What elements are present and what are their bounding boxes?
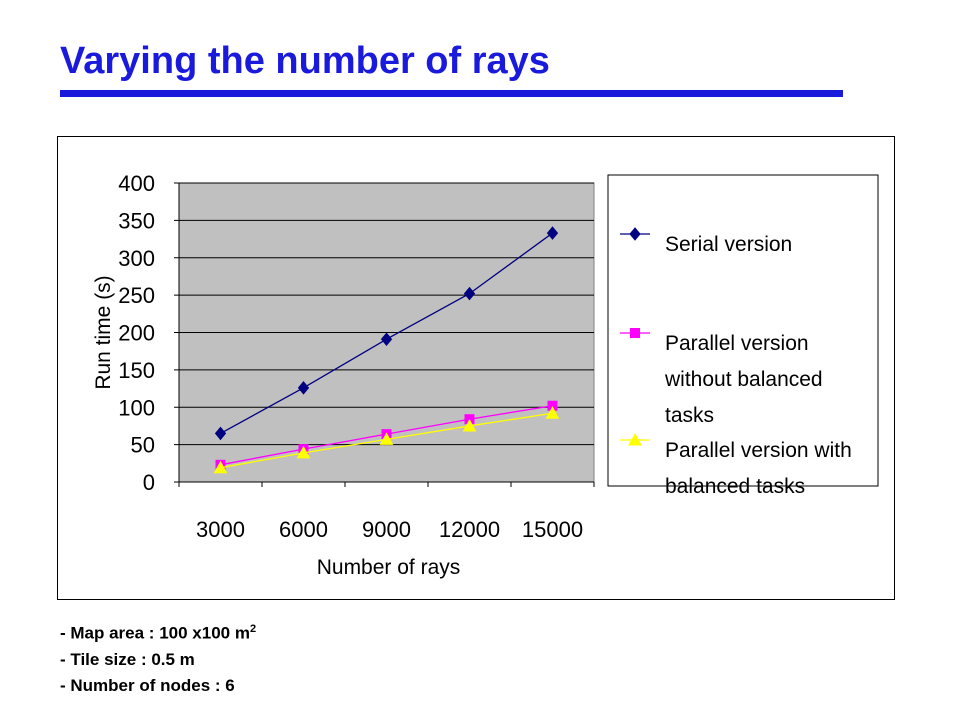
notes: - Map area : 100 x100 m2 - Tile size : 0… [60,616,256,699]
title-underline [60,90,843,97]
y-tick-label: 100 [118,395,155,420]
y-tick-label: 200 [118,321,155,346]
x-tick-label: 6000 [279,517,328,542]
y-tick-label: 400 [118,171,155,196]
legend-label: without balanced [664,368,823,391]
slide-title: Varying the number of rays [60,40,550,82]
legend-swatch-marker [628,432,642,446]
y-axis-title: Run time (s) [92,275,115,389]
data-point-1 [214,426,227,441]
y-tick-label: 350 [118,208,155,233]
data-point-3 [379,432,394,445]
y-tick-label: 300 [118,246,155,271]
note-map-area: - Map area : 100 x100 m2 [60,616,256,647]
y-tick-label: 250 [118,283,155,308]
data-point-3 [545,406,560,419]
legend-swatch-marker [629,227,641,241]
data-point-3 [462,418,477,432]
y-tick-label: 0 [143,470,155,495]
x-tick-label: 9000 [362,517,411,542]
x-axis-title: Number of rays [317,556,461,579]
line-chart: 0 50 100 150 200 250 300 350 400 3000 6000 9000 1200… [92,171,879,579]
note-map-area-text: - Map area : 100 x100 m [60,623,250,643]
x-tick-label: 12000 [439,517,500,542]
note-map-area-sup: 2 [249,623,257,635]
legend-label: tasks [665,404,714,427]
y-tick-label: 50 [131,433,155,458]
data-point-1 [463,286,476,301]
note-tile-size: - Tile size : 0.5 m [60,649,195,669]
data-point-1 [546,226,559,240]
data-point-3 [213,460,228,474]
x-tick-label: 3000 [196,517,245,542]
legend-swatch-marker [630,328,640,338]
note-num-nodes: - Number of nodes : 6 [60,675,235,695]
data-point-3 [296,445,311,459]
legend-label: balanced tasks [665,475,805,498]
data-point-1 [380,332,393,347]
legend-label: Serial version [665,233,792,256]
legend-label: Parallel version [665,332,809,355]
legend-label: Parallel version with [665,439,852,462]
y-tick-label: 150 [118,358,155,383]
legend-box [607,174,879,487]
x-tick-label: 15000 [522,517,583,542]
data-point-1 [297,381,310,395]
